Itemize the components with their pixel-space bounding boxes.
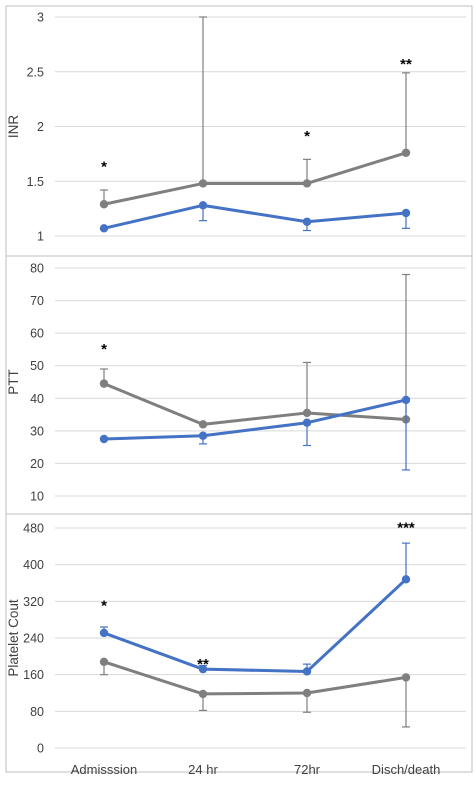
data-point	[198, 664, 208, 674]
y-tick-label: 60	[30, 327, 44, 341]
significance-annotation: ***	[397, 519, 415, 536]
data-point	[99, 434, 109, 444]
data-point	[401, 148, 411, 157]
series-line	[103, 382, 407, 426]
y-tick-label: 80	[30, 705, 44, 719]
panel-frame-2	[5, 255, 473, 515]
y-tick-label: 320	[23, 595, 44, 609]
panel-frame-1	[5, 5, 473, 257]
series-line	[103, 151, 407, 206]
data-point	[302, 408, 312, 418]
panel-frame-3	[5, 513, 473, 773]
y-tick-label: 480	[23, 522, 44, 536]
y-tick-label: 0	[37, 742, 44, 756]
data-point	[99, 628, 109, 638]
y-axis-label: PTT	[6, 369, 21, 395]
y-tick-label: 2.5	[27, 65, 44, 79]
y-tick-label: 70	[30, 294, 44, 308]
data-point	[198, 420, 208, 429]
data-point	[302, 667, 312, 676]
y-tick-label: 1	[37, 230, 44, 244]
data-point	[302, 688, 312, 698]
data-point	[99, 379, 109, 388]
significance-annotation: **	[197, 656, 209, 673]
series-line	[103, 398, 407, 441]
data-point	[198, 179, 208, 188]
data-point	[99, 224, 109, 233]
x-tick-label: 24 hr	[188, 762, 218, 777]
significance-annotation: **	[400, 56, 412, 73]
series-line	[103, 203, 407, 230]
series-line	[103, 660, 407, 696]
y-tick-label: 20	[30, 457, 44, 471]
y-axis-label: INR	[6, 115, 21, 139]
data-point	[198, 689, 208, 699]
x-tick-label: 72hr	[294, 762, 321, 777]
data-point	[401, 395, 411, 405]
data-point	[198, 431, 208, 440]
x-tick-label: Disch/death	[372, 762, 441, 777]
series-line	[103, 578, 408, 673]
y-tick-label: 240	[23, 632, 44, 646]
y-tick-label: 2	[37, 120, 44, 134]
significance-annotation: *	[304, 128, 310, 145]
data-point	[401, 575, 411, 584]
y-tick-label: 40	[30, 392, 44, 406]
data-point	[302, 217, 312, 226]
data-point	[99, 200, 109, 209]
significance-annotation: *	[101, 341, 107, 358]
y-tick-label: 1.5	[27, 175, 44, 189]
y-tick-label: 160	[23, 668, 44, 682]
y-tick-label: 30	[30, 424, 44, 438]
data-point	[302, 418, 312, 427]
data-point	[99, 657, 109, 667]
data-point	[302, 179, 312, 188]
significance-annotation: *	[101, 597, 107, 614]
y-axis-label: Platelet Cout	[6, 599, 21, 677]
y-tick-label: 10	[30, 490, 44, 504]
data-point	[401, 673, 411, 682]
significance-annotation: *	[101, 159, 107, 176]
y-tick-label: 400	[23, 558, 44, 572]
x-tick-label: Admisssion	[71, 762, 137, 777]
y-tick-label: 3	[37, 11, 44, 25]
y-tick-label: 80	[30, 262, 44, 276]
y-tick-label: 50	[30, 359, 44, 373]
data-point	[401, 208, 411, 218]
data-point	[198, 201, 208, 210]
